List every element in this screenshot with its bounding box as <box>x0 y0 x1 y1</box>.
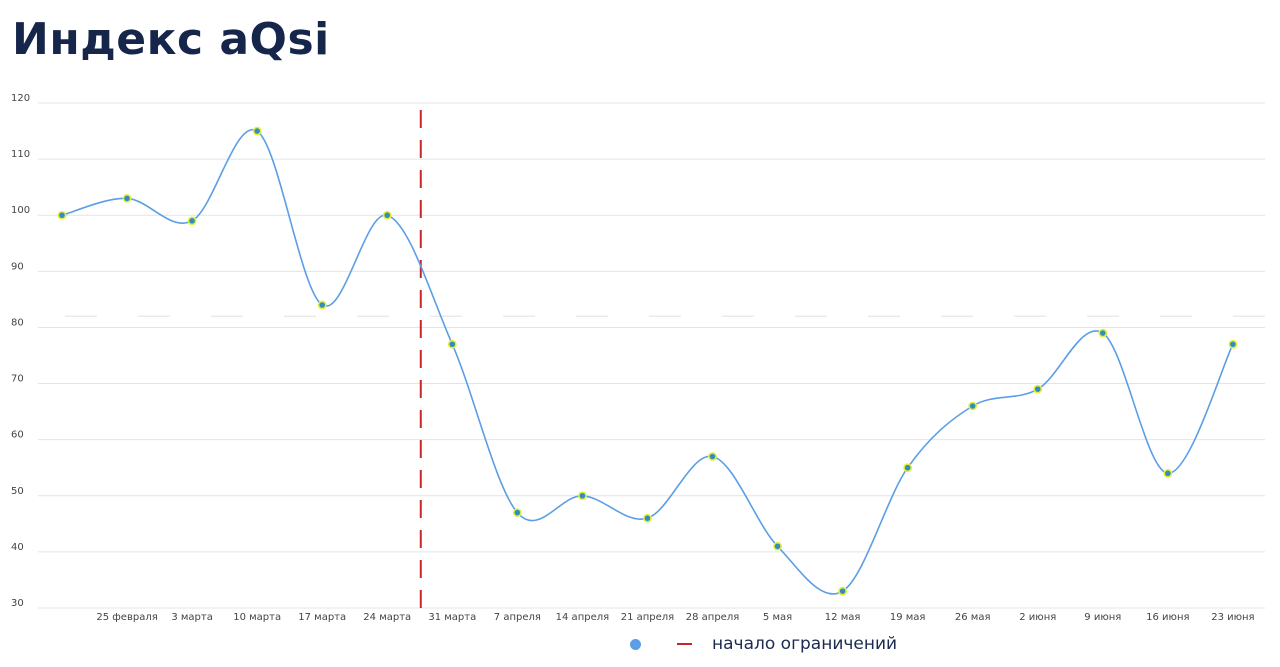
data-point <box>1098 328 1108 338</box>
legend-restriction-label: начало ограничений <box>712 634 898 654</box>
legend-red-dash-icon <box>677 643 692 645</box>
x-tick-label: 9 июня <box>1084 612 1121 623</box>
x-tick-label: 7 апреля <box>494 612 541 623</box>
data-point <box>1033 384 1043 394</box>
data-point <box>252 126 262 136</box>
chart-title: Индекс aQsi <box>12 14 330 65</box>
x-tick-label: 10 марта <box>233 612 281 623</box>
data-point <box>578 491 587 501</box>
x-tick-label: 14 апреля <box>556 612 609 623</box>
x-tick-label: 24 марта <box>363 612 411 623</box>
x-tick-label: 3 марта <box>171 612 213 623</box>
y-tick-label: 100 <box>11 205 30 216</box>
x-tick-label: 19 мая <box>890 612 926 623</box>
series-line <box>61 128 1234 595</box>
data-point <box>1228 339 1238 349</box>
data-point <box>187 216 197 226</box>
y-tick-label: 30 <box>11 598 24 609</box>
y-tick-label: 110 <box>11 149 30 160</box>
grid-lines <box>38 102 1265 609</box>
y-tick-label: 80 <box>11 317 24 328</box>
data-point <box>643 513 652 523</box>
y-tick-label: 50 <box>11 486 24 497</box>
y-tick-label: 60 <box>11 430 24 441</box>
data-point <box>122 193 132 203</box>
legend-series-dot-icon <box>630 638 641 650</box>
data-point <box>1163 468 1173 478</box>
x-tick-label: 5 мая <box>763 612 792 623</box>
x-tick-label: 21 апреля <box>621 612 674 623</box>
data-point <box>447 339 457 349</box>
data-point <box>708 452 717 461</box>
x-tick-label: 25 февраля <box>96 612 157 623</box>
data-point <box>773 541 782 551</box>
x-tick-label: 17 марта <box>298 612 346 623</box>
y-tick-label: 70 <box>11 374 24 385</box>
legend: начало ограничений <box>630 631 897 657</box>
data-point <box>903 463 913 473</box>
data-point <box>382 210 392 220</box>
data-point <box>512 508 522 518</box>
series-path <box>61 128 1234 595</box>
y-tick-label: 90 <box>11 261 24 272</box>
x-tick-label: 2 июня <box>1019 612 1056 623</box>
x-tick-label: 23 июня <box>1211 612 1254 623</box>
x-tick-label: 26 мая <box>955 612 991 623</box>
data-points <box>57 126 1238 596</box>
x-tick-label: 16 июня <box>1146 612 1189 623</box>
y-tick-label: 40 <box>11 542 24 553</box>
data-point <box>57 210 67 220</box>
x-tick-label: 28 апреля <box>686 612 739 623</box>
data-point <box>317 300 327 310</box>
x-axis-ticks: 25 февраля 3 марта 10 марта 17 марта 24 март… <box>96 612 1254 623</box>
x-tick-label: 12 мая <box>825 612 861 623</box>
data-point <box>968 401 978 411</box>
data-point <box>838 586 847 596</box>
y-axis-ticks: 30 40 50 60 70 80 90 100 110 120 <box>11 93 30 609</box>
x-tick-label: 31 марта <box>428 612 476 623</box>
y-tick-label: 120 <box>11 93 30 104</box>
